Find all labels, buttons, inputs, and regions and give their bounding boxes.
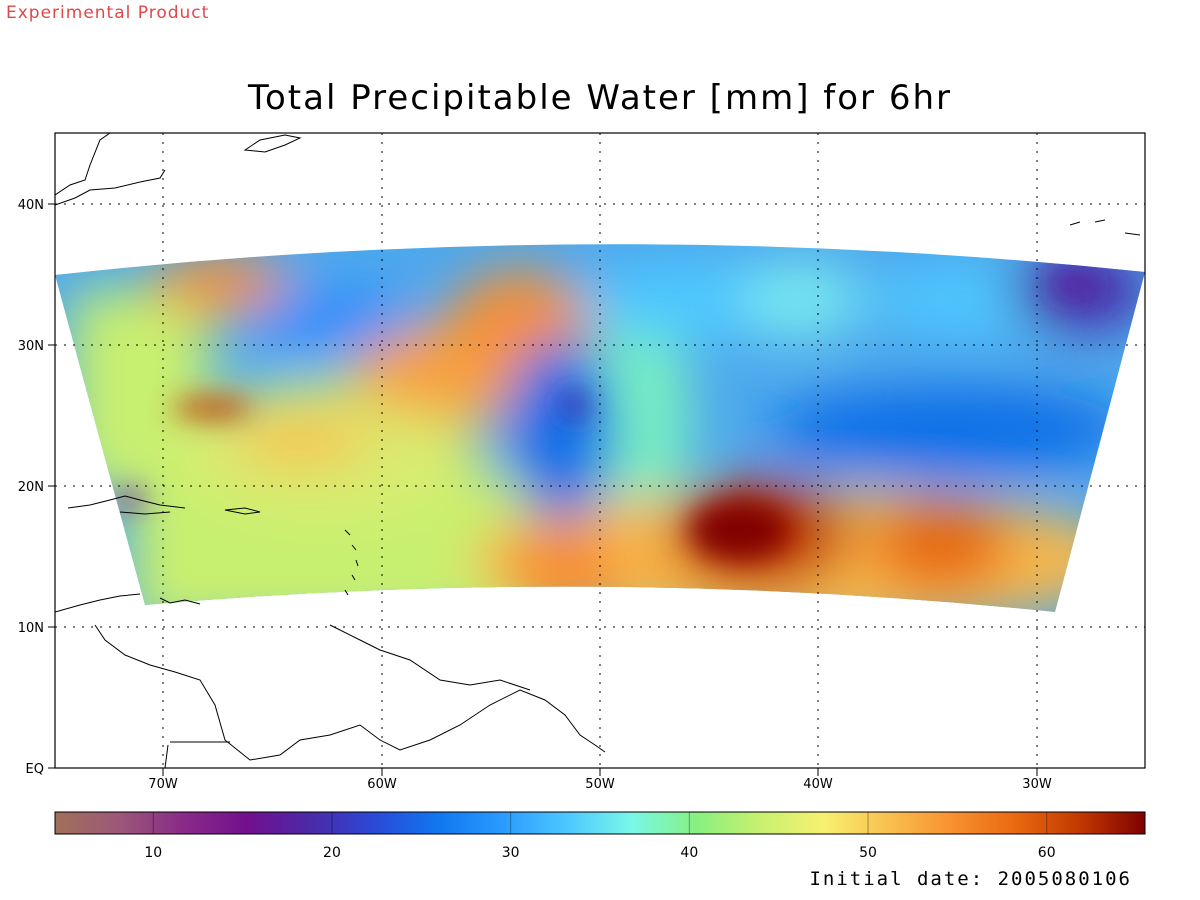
tpw-field: [55, 244, 1145, 612]
experimental-product-label: Experimental Product: [6, 3, 210, 23]
colorbar-tick-40: 40: [680, 845, 698, 861]
lon-label-30w: 30W: [1022, 777, 1052, 792]
lon-label-60w: 60W: [367, 777, 397, 792]
initial-date-label: Initial date: 2005080106: [809, 868, 1132, 890]
lat-label-10n: 10N: [18, 621, 44, 636]
colorbar-tick-30: 30: [502, 845, 520, 861]
lon-label-50w: 50W: [585, 777, 615, 792]
lat-label-20n: 20N: [18, 480, 44, 495]
axis-ticks: [48, 203, 1038, 776]
lon-label-40w: 40W: [803, 777, 833, 792]
colorbar-tick-50: 50: [859, 845, 877, 861]
colorbar-tick-marks: [152, 812, 1048, 834]
coastlines: [55, 133, 1141, 768]
colorbar: [54, 811, 1146, 835]
colorbar-tick-10: 10: [144, 845, 162, 861]
map-title: Total Precipitable Water [mm] for 6hr: [248, 78, 952, 118]
lat-label-30n: 30N: [18, 339, 44, 354]
colorbar-tick-labels: 10 20 30 40 50 60: [144, 845, 1055, 861]
lat-label-eq: EQ: [26, 762, 44, 777]
lat-label-40n: 40N: [18, 198, 44, 213]
colorbar-tick-60: 60: [1038, 845, 1056, 861]
graticule: [55, 133, 1145, 768]
colorbar-tick-20: 20: [323, 845, 341, 861]
lon-label-70w: 70W: [148, 777, 178, 792]
